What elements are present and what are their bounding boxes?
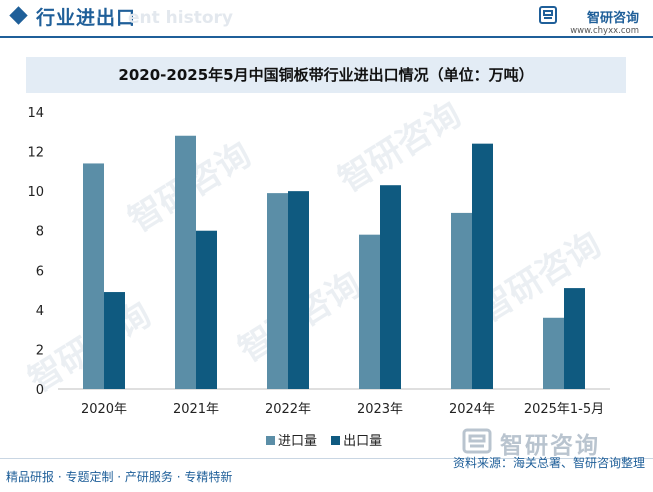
y-tick-label: 4 bbox=[36, 304, 44, 319]
diamond-icon bbox=[9, 6, 28, 25]
bar-export bbox=[288, 191, 309, 389]
page-header: 行业进出口 ent history 智研咨询 www.chyxx.com bbox=[0, 0, 653, 46]
x-tick-label: 2020年 bbox=[81, 402, 127, 417]
bar-export bbox=[380, 185, 401, 389]
bar-chart: 0 2 4 6 8 10 12 14 2020年 2021年 2022年 2023年 2024年 2025… bbox=[27, 106, 610, 417]
y-tick-label: 8 bbox=[36, 225, 44, 240]
y-tick-label: 12 bbox=[27, 146, 44, 161]
bar-export bbox=[196, 230, 217, 389]
y-tick-label: 10 bbox=[27, 185, 44, 200]
bar-export bbox=[104, 292, 125, 389]
x-tick-label: 2022年 bbox=[265, 402, 311, 417]
header-watermark: ent history bbox=[128, 8, 233, 28]
brand-name: 智研咨询 bbox=[586, 11, 639, 26]
y-tick-label: 6 bbox=[36, 264, 44, 279]
brand-watermark: 智研咨询 bbox=[462, 426, 642, 459]
footer-divider bbox=[0, 458, 653, 459]
bar-import bbox=[543, 317, 564, 389]
brand-logo-icon bbox=[539, 6, 557, 24]
brand-watermark-logo-icon bbox=[462, 428, 492, 454]
bar-import bbox=[267, 193, 288, 389]
chart-title-bar: 2020-2025年5月中国铜板带行业进出口情况（单位：万吨） bbox=[26, 57, 626, 93]
bar-import bbox=[359, 234, 380, 389]
x-tick-label: 2024年 bbox=[449, 402, 495, 417]
x-tick-label: 2023年 bbox=[357, 402, 403, 417]
chart-title: 2020-2025年5月中国铜板带行业进出口情况（单位：万吨） bbox=[118, 66, 534, 84]
page-footer: 精品研报 · 专题定制 · 产研服务 · 专精特新 资料来源：海关总署、智研咨询… bbox=[0, 456, 653, 492]
header-divider bbox=[0, 36, 653, 38]
x-tick-label: 2025年1-5月 bbox=[524, 402, 604, 417]
brand-watermark-text: 智研咨询 bbox=[500, 433, 600, 459]
legend-item-import: 进口量 bbox=[266, 430, 317, 449]
y-tick-label: 14 bbox=[27, 106, 44, 121]
bar-import bbox=[175, 135, 196, 389]
footer-source: 资料来源：海关总署、智研咨询整理 bbox=[452, 456, 645, 470]
chart-legend: 进口量 出口量 bbox=[266, 430, 392, 449]
brand: 智研咨询 www.chyxx.com bbox=[509, 6, 639, 36]
y-tick-label: 2 bbox=[36, 343, 44, 358]
bar-import bbox=[451, 212, 472, 389]
legend-label-import: 进口量 bbox=[278, 434, 318, 449]
legend-swatch-export bbox=[331, 436, 341, 445]
bar-export bbox=[472, 143, 493, 389]
footer-services: 精品研报 · 专题定制 · 产研服务 · 专精特新 bbox=[6, 470, 233, 484]
legend-item-export: 出口量 bbox=[331, 430, 382, 449]
x-tick-label: 2021年 bbox=[173, 402, 219, 417]
brand-url: www.chyxx.com bbox=[570, 26, 639, 36]
bar-import bbox=[83, 163, 104, 389]
bar-export bbox=[564, 288, 585, 389]
legend-label-export: 出口量 bbox=[343, 434, 383, 449]
page-title: 行业进出口 bbox=[36, 7, 137, 29]
legend-swatch-import bbox=[266, 436, 275, 445]
y-tick-label: 0 bbox=[36, 383, 44, 398]
